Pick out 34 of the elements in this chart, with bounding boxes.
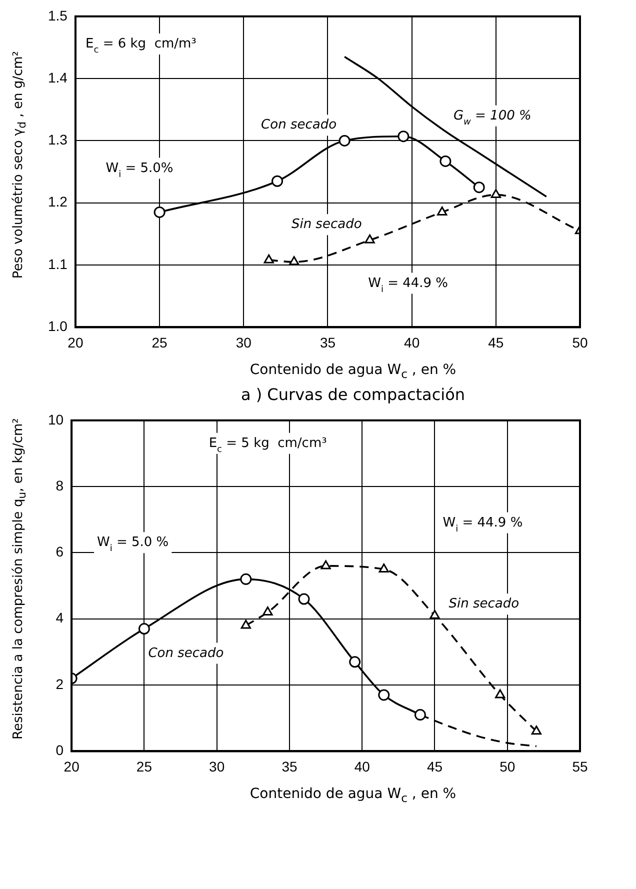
x-tick-label: 30 — [236, 334, 252, 350]
x-tick-label: 35 — [320, 334, 336, 350]
x-tick-label: 25 — [152, 334, 168, 350]
series-label: Sin secado — [291, 217, 362, 232]
x-tick-label: 30 — [209, 758, 225, 774]
y-tick-label: 10 — [48, 411, 64, 428]
y-tick-label: 1.4 — [48, 69, 68, 86]
y-tick-label: 2 — [56, 676, 64, 692]
y-tick-label: 4 — [56, 610, 64, 626]
x-tick-label: 50 — [500, 758, 516, 774]
y-tick-label: 1.1 — [48, 256, 68, 272]
x-tick-label: 25 — [136, 758, 152, 774]
x-tick-label: 55 — [572, 758, 588, 774]
y-tick-label: 8 — [56, 477, 64, 494]
y-tick-label: 1.5 — [48, 7, 68, 24]
y-tick-label: 1.3 — [48, 132, 68, 148]
x-tick-label: 40 — [404, 334, 420, 350]
x-tick-label: 45 — [426, 758, 443, 774]
x-tick-label: 20 — [68, 334, 84, 350]
x-tick-label: 45 — [488, 334, 504, 350]
y-tick-label: 0 — [56, 742, 64, 758]
x-axis-title: Contenido de agua W$_{c}$ , en % — [248, 786, 458, 805]
y-tick-label: 6 — [56, 543, 64, 560]
x-tick-label: 35 — [282, 758, 298, 774]
y-tick-label: 1.0 — [48, 318, 68, 334]
y-tick-label: 1.2 — [48, 194, 68, 210]
series-label: Sin secado — [448, 596, 520, 612]
text: a ) Curvas de compactación — [240, 384, 466, 404]
x-axis-title: Contenido de agua W$_{c}$ , en % — [248, 362, 458, 381]
series-label: Con secado — [148, 646, 224, 661]
x-tick-label: 40 — [354, 758, 370, 774]
x-tick-label: 20 — [64, 758, 80, 774]
x-tick-label: 50 — [572, 334, 588, 350]
series-label: Con secado — [261, 118, 337, 133]
